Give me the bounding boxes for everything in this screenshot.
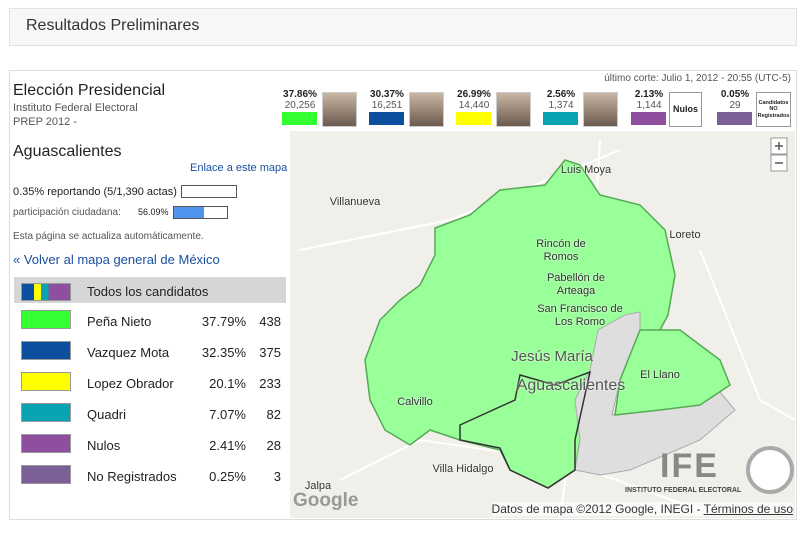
candidate-votes: 20,256	[284, 100, 316, 111]
terms-link[interactable]: Términos de uso	[703, 502, 793, 516]
candidate-pct: 2.56%	[546, 89, 576, 100]
table-row: Peña Nieto 37.79% 438	[14, 305, 286, 336]
election-org: Instituto Federal Electoral	[13, 102, 138, 114]
candidate-votes: 1,374	[548, 100, 574, 111]
participation-label: participación ciudadana:	[13, 207, 121, 218]
participation-fill	[174, 207, 204, 218]
row-votes: 28	[266, 438, 281, 453]
option-votes: 29	[729, 100, 741, 111]
place-label: Calvillo	[397, 396, 433, 408]
row-votes: 438	[259, 314, 281, 329]
option-color	[631, 112, 666, 125]
map	[290, 131, 795, 518]
all-swatch	[21, 283, 71, 301]
participation-bar	[173, 206, 228, 219]
attribution-text: Datos de mapa ©2012 Google, INEGI -	[491, 502, 701, 516]
place-label: Jalpa	[304, 480, 332, 492]
candidate-color	[282, 112, 317, 125]
election-title: Elección Presidencial	[13, 82, 166, 99]
election-prep: PREP 2012 -	[13, 116, 78, 128]
header-title: Resultados Preliminares	[26, 17, 200, 34]
option-pct: 0.05%	[720, 89, 750, 100]
zoom-in-icon	[775, 142, 783, 150]
place-label: Villa Hidalgo	[432, 463, 494, 475]
ife-logo-ring	[746, 446, 794, 494]
place-label: Rincón de Romos	[536, 238, 586, 263]
place-label: Aguascalientes	[516, 377, 626, 394]
option-color	[717, 112, 752, 125]
back-link[interactable]: « Volver al mapa general de México	[13, 252, 220, 267]
row-pct: 2.41%	[209, 438, 246, 453]
reporting: 0.35% reportando (5/1,390 actas)	[13, 186, 177, 198]
table-row: No Registrados 0.25% 3	[14, 460, 286, 491]
candidate-votes: 16,251	[371, 100, 403, 111]
candidate-photo	[322, 92, 357, 127]
auto-update: Esta página se actualiza automáticamente…	[13, 231, 204, 242]
row-pct: 20.1%	[209, 376, 246, 391]
ife-logo: IFE	[660, 447, 719, 485]
candidate-pct: 26.99%	[457, 89, 491, 100]
row-swatch	[21, 310, 71, 329]
last-cut: último corte: Julio 1, 2012 - 20:55 (UTC…	[604, 73, 791, 84]
map-link[interactable]: Enlace a este mapa	[190, 162, 288, 174]
row-name: Vazquez Mota	[87, 345, 170, 360]
option-pct: 2.13%	[634, 89, 664, 100]
candidate-photo	[409, 92, 444, 127]
row-swatch	[21, 465, 71, 484]
row-name: Nulos	[87, 438, 121, 453]
option-box: Candidatos NO Registrados	[756, 92, 791, 127]
row-pct: 0.25%	[209, 469, 246, 484]
row-votes: 82	[266, 407, 281, 422]
candidate-pct: 37.86%	[283, 89, 317, 100]
row-name: Quadri	[87, 407, 127, 422]
table-header-text: Todos los candidatos	[87, 284, 209, 299]
row-name: Lopez Obrador	[87, 376, 174, 391]
row-pct: 32.35%	[201, 345, 246, 360]
row-pct: 37.79%	[201, 314, 246, 329]
participation: 56.09%	[138, 207, 169, 217]
top-bar	[9, 8, 797, 46]
row-pct: 7.07%	[209, 407, 246, 422]
candidate-color	[369, 112, 404, 125]
row-name: Peña Nieto	[87, 314, 152, 329]
row-votes: 3	[273, 469, 281, 484]
row-name: No Registrados	[87, 469, 177, 484]
google-logo: Google	[293, 490, 359, 511]
row-votes: 233	[259, 376, 281, 391]
table-row: Vazquez Mota 32.35% 375	[14, 336, 286, 367]
place-label: El Llano	[640, 369, 680, 381]
place-label: Jesús María	[511, 348, 593, 365]
ife-subtitle: INSTITUTO FEDERAL ELECTORAL	[625, 487, 742, 494]
candidate-pct: 30.37%	[370, 89, 404, 100]
row-swatch	[21, 403, 71, 422]
region-outline	[459, 370, 592, 489]
results-box	[9, 70, 797, 520]
candidate-color	[543, 112, 578, 125]
candidate-photo	[583, 92, 618, 127]
table-row: Lopez Obrador 20.1% 233	[14, 367, 286, 398]
place-label: Villanueva	[329, 196, 381, 208]
row-swatch	[21, 372, 71, 391]
region-el-llano	[614, 329, 731, 416]
state-name: Aguascalientes	[13, 143, 122, 160]
candidate-photo	[496, 92, 531, 127]
candidate-votes: 14,440	[458, 100, 490, 111]
attribution: Datos de mapa ©2012 Google, INEGI - Térm…	[491, 502, 793, 516]
option-box: Nulos	[669, 92, 702, 127]
table-row: Nulos 2.41% 28	[14, 429, 286, 460]
place-label: Luis Moya	[560, 164, 612, 176]
row-votes: 375	[259, 345, 281, 360]
place-label: San Francisco de Los Romo	[537, 303, 623, 328]
candidate-color	[456, 112, 491, 125]
reporting-bar	[181, 185, 237, 198]
table-row: Quadri 7.07% 82	[14, 398, 286, 429]
place-label: Loreto	[669, 229, 701, 241]
place-label: Pabellón de Arteaga	[546, 272, 606, 297]
option-votes: 1,144	[636, 100, 662, 111]
row-swatch	[21, 341, 71, 360]
row-swatch	[21, 434, 71, 453]
